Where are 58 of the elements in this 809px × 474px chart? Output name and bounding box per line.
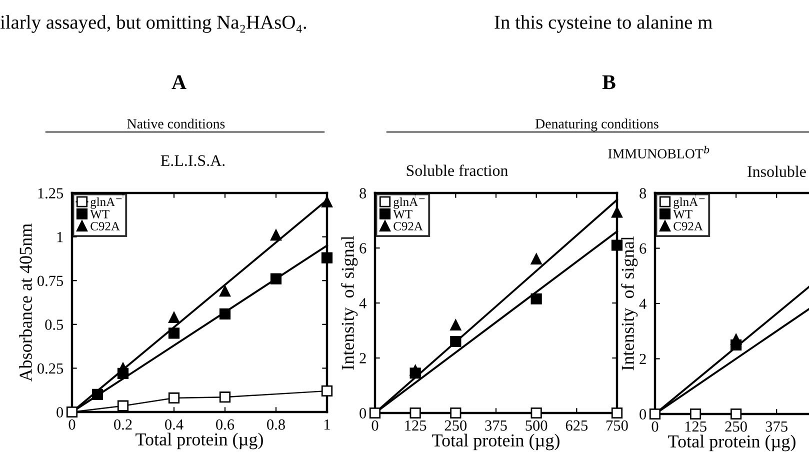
x-tick-label: 250	[725, 421, 747, 432]
x-tick-label: 0	[652, 421, 658, 432]
x-tick-label: 0.8	[267, 419, 285, 430]
y-tick-label: 0	[360, 408, 366, 418]
legend-label: C92A	[674, 222, 703, 230]
x-axis-title: Total protein (µg)	[136, 432, 263, 450]
legend-label: glnA$^{−}$	[394, 197, 425, 209]
text: A	[172, 75, 186, 90]
text: IMMUNOBLOT$^{b}$	[608, 146, 710, 158]
y-tick-label: 8	[640, 188, 646, 198]
y-tick-label: 4	[639, 298, 646, 309]
y-axis-title: Intensity of signal	[341, 236, 358, 370]
x-tick-label: 125	[685, 421, 706, 432]
legend-label: WT	[90, 210, 110, 218]
y-tick-label: 8	[360, 188, 366, 198]
legend-label: C92A	[394, 222, 423, 230]
x-tick-label: 0.2	[114, 419, 132, 430]
chart-title: E.L.I.S.A.	[160, 155, 225, 166]
y-tick-label: 0.5	[45, 320, 64, 330]
y-axis-title: Intensity of signal	[621, 236, 638, 370]
y-tick-label: 6	[640, 243, 646, 254]
x-tick-label: 750	[606, 420, 628, 431]
x-tick-label: 625	[566, 420, 588, 431]
y-tick-label: 0.75	[38, 276, 64, 286]
y-tick-label: 6	[360, 243, 366, 254]
chart-title: Insoluble	[748, 166, 806, 177]
y-tick-label: 0.25	[38, 363, 64, 374]
x-tick-label: 0.6	[216, 419, 234, 430]
x-tick-label: 125	[405, 420, 426, 431]
legend-label: glnA$^{−}$	[674, 197, 705, 209]
x-tick-label: 0.4	[165, 419, 184, 430]
x-tick-label: 250	[444, 420, 467, 431]
y-axis-title: Absorbance at 405nm	[19, 224, 32, 382]
text: ilarly assayed, but omitting Na₂HAsO₄.	[0, 15, 306, 33]
text: B	[602, 75, 616, 90]
x-tick-label: 0	[68, 419, 76, 430]
legend-label: WT	[673, 210, 692, 218]
y-tick-label: 0	[56, 407, 64, 418]
legend-label: C92A	[90, 222, 120, 230]
x-axis-title: Total protein (µg)	[668, 434, 796, 452]
text: Denaturing conditions	[535, 118, 658, 132]
legend-label: WT	[393, 210, 412, 218]
text: In this cysteine to alanine m	[494, 15, 712, 33]
x-tick-label: 0	[372, 420, 378, 431]
y-tick-label: 1	[57, 232, 63, 242]
text: Native conditions	[127, 118, 225, 128]
chart-title: Soluble fraction	[406, 164, 508, 176]
x-tick-label: 500	[526, 420, 548, 431]
x-tick-label: 1	[324, 419, 330, 430]
x-axis-title: Total protein (µg)	[432, 434, 560, 450]
y-tick-label: 2	[640, 354, 646, 364]
y-tick-label: 1.25	[38, 188, 64, 199]
legend-label: glnA$^{−}$	[90, 197, 122, 209]
y-tick-label: 4	[359, 298, 366, 308]
x-tick-label: 375	[766, 421, 788, 432]
x-tick-label: 375	[485, 420, 507, 431]
y-tick-label: 2	[360, 353, 366, 364]
y-tick-label: 0	[640, 409, 646, 420]
